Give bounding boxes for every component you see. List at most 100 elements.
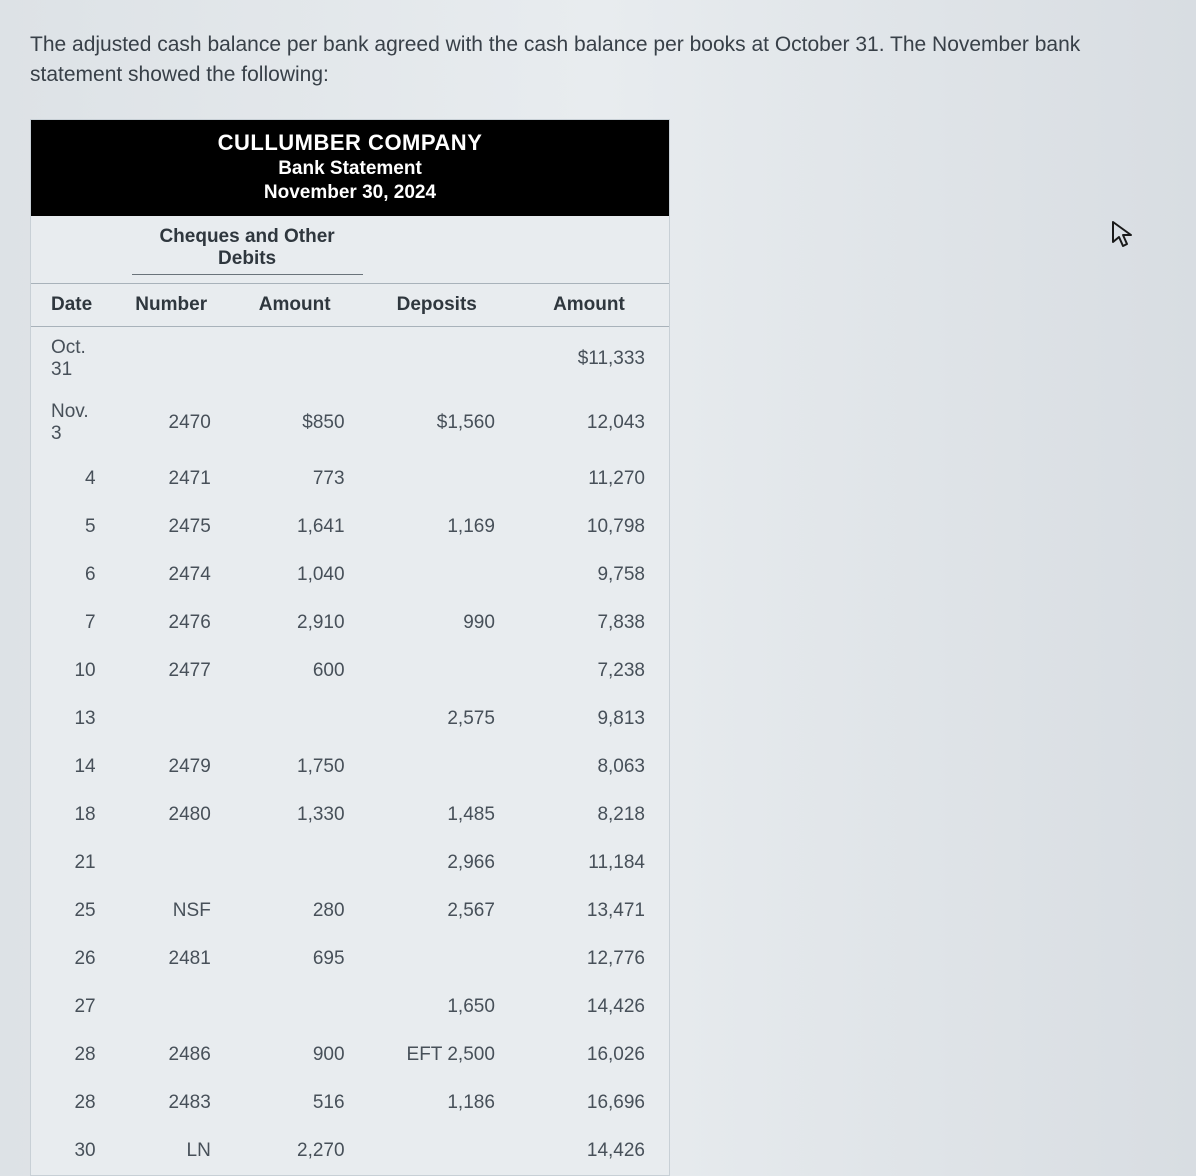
col-date: Date (31, 283, 124, 326)
cell-deposits: 1,169 (371, 503, 525, 551)
cell-number (124, 983, 237, 1031)
cell-number (124, 326, 237, 391)
cell-amount: 900 (237, 1031, 371, 1079)
cell-date: 14 (31, 743, 124, 791)
cell-deposits (371, 1127, 525, 1175)
cell-amount: 600 (237, 647, 371, 695)
col-deposits: Deposits (371, 283, 525, 326)
cell-deposits (371, 455, 525, 503)
cell-deposits: 2,567 (371, 887, 525, 935)
table-row: 262481695 12,776 (31, 935, 669, 983)
cell-balance: 9,813 (525, 695, 669, 743)
statement-header: CULLUMBER COMPANY Bank Statement Novembe… (31, 120, 669, 216)
table-row: 1024776007,238 (31, 647, 669, 695)
cell-number: NSF (124, 887, 237, 935)
cell-balance: 9,758 (525, 551, 669, 599)
section-header-row: Cheques and Other Debits (31, 216, 669, 284)
cell-balance: 12,043 (525, 391, 669, 455)
cell-date: 28 (31, 1031, 124, 1079)
table-row: 282486900EFT 2,50016,026 (31, 1031, 669, 1079)
table-row: Nov. 32470$850$1,56012,043 (31, 391, 669, 455)
cell-deposits (371, 551, 525, 599)
cell-date: 10 (31, 647, 124, 695)
cell-date: 6 (31, 551, 124, 599)
table-row: 724762,9109907,838 (31, 599, 669, 647)
cell-date: 28 (31, 1079, 124, 1127)
col-amount: Amount (237, 283, 371, 326)
cell-amount: 1,040 (237, 551, 371, 599)
table-row: 524751,6411,16910,798 (31, 503, 669, 551)
cell-deposits: 1,650 (371, 983, 525, 1031)
cell-balance: 8,218 (525, 791, 669, 839)
cell-number: 2470 (124, 391, 237, 455)
cell-balance: 14,426 (525, 1127, 669, 1175)
cell-amount: 516 (237, 1079, 371, 1127)
cell-amount: $850 (237, 391, 371, 455)
cell-date: 13 (31, 695, 124, 743)
cell-number (124, 839, 237, 887)
cell-deposits (371, 935, 525, 983)
cell-date: 26 (31, 935, 124, 983)
cell-deposits: 990 (371, 599, 525, 647)
table-row: 30LN2,27014,426 (31, 1127, 669, 1175)
cell-deposits (371, 647, 525, 695)
cell-balance: 11,184 (525, 839, 669, 887)
cell-balance: 16,696 (525, 1079, 669, 1127)
cell-balance: 14,426 (525, 983, 669, 1031)
cell-balance: 11,270 (525, 455, 669, 503)
table-row: 624741,040 9,758 (31, 551, 669, 599)
cell-number: 2476 (124, 599, 237, 647)
cell-amount: 695 (237, 935, 371, 983)
table-row: 25NSF2802,56713,471 (31, 887, 669, 935)
cell-number: 2474 (124, 551, 237, 599)
cell-balance: 13,471 (525, 887, 669, 935)
cell-amount (237, 326, 371, 391)
cell-date: 25 (31, 887, 124, 935)
table-row: 1824801,3301,4858,218 (31, 791, 669, 839)
statement-body: Oct. 31 $11,333Nov. 32470$850$1,56012,043… (31, 326, 669, 1175)
cell-date: 7 (31, 599, 124, 647)
cell-date: Nov. 3 (31, 391, 124, 455)
cell-balance: 10,798 (525, 503, 669, 551)
cell-number (124, 695, 237, 743)
cell-balance: $11,333 (525, 326, 669, 391)
cell-amount: 773 (237, 455, 371, 503)
cell-number: 2483 (124, 1079, 237, 1127)
cell-deposits: 2,966 (371, 839, 525, 887)
cell-number: 2480 (124, 791, 237, 839)
cell-number: 2481 (124, 935, 237, 983)
cell-number: LN (124, 1127, 237, 1175)
cell-amount (237, 983, 371, 1031)
cell-deposits: 1,485 (371, 791, 525, 839)
intro-paragraph: The adjusted cash balance per bank agree… (30, 30, 1140, 91)
cell-amount: 1,750 (237, 743, 371, 791)
cell-balance: 16,026 (525, 1031, 669, 1079)
table-row: Oct. 31 $11,333 (31, 326, 669, 391)
cell-amount: 2,270 (237, 1127, 371, 1175)
cell-deposits: 2,575 (371, 695, 525, 743)
cell-amount: 1,641 (237, 503, 371, 551)
cell-balance: 7,838 (525, 599, 669, 647)
col-balance: Amount (525, 283, 669, 326)
cell-amount: 2,910 (237, 599, 371, 647)
cursor-icon (1110, 220, 1136, 257)
table-row: 2824835161,18616,696 (31, 1079, 669, 1127)
table-row: 27 1,65014,426 (31, 983, 669, 1031)
cell-date: Oct. 31 (31, 326, 124, 391)
table-row: 13 2,5759,813 (31, 695, 669, 743)
cell-balance: 12,776 (525, 935, 669, 983)
cell-number: 2479 (124, 743, 237, 791)
statement-date: November 30, 2024 (37, 182, 663, 204)
cell-balance: 7,238 (525, 647, 669, 695)
table-row: 4247177311,270 (31, 455, 669, 503)
statement-table: Cheques and Other Debits Date Number Amo… (31, 216, 669, 1175)
bank-statement: CULLUMBER COMPANY Bank Statement Novembe… (30, 119, 670, 1176)
cell-amount (237, 839, 371, 887)
cell-number: 2475 (124, 503, 237, 551)
cell-number: 2486 (124, 1031, 237, 1079)
cell-amount (237, 695, 371, 743)
cheques-section-label: Cheques and Other Debits (132, 226, 363, 275)
col-number: Number (124, 283, 237, 326)
cell-deposits (371, 326, 525, 391)
cell-date: 27 (31, 983, 124, 1031)
